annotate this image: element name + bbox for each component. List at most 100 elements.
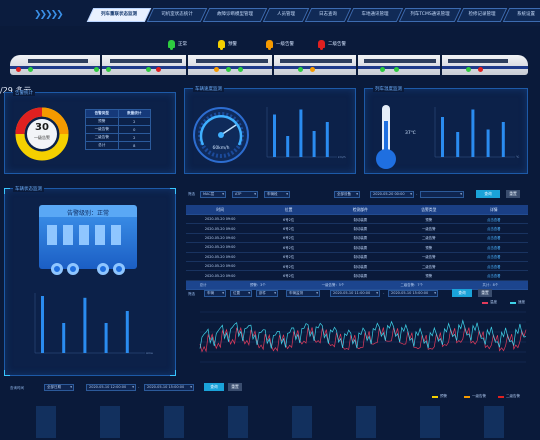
table-cell: 6号2位 (283, 264, 295, 269)
car-status-dot[interactable] (466, 67, 471, 72)
speed-value: 60km/h (212, 146, 230, 151)
table-row: 2020-05-20 09:00 6号2位 制动装置 二级告警 点击查看 (186, 234, 528, 244)
line-series-0 (199, 326, 527, 353)
bar (501, 122, 505, 157)
table-cell: 制动装置 (353, 245, 368, 250)
detail-link[interactable]: 点击查看 (486, 274, 501, 279)
line-series-1 (199, 319, 527, 349)
alarm-level-text: 告警级别：正常 (66, 210, 109, 217)
detail-link[interactable]: 点击查看 (486, 264, 501, 269)
filter3-reset-button[interactable]: 重置 (228, 383, 242, 391)
car-status-dot[interactable] (94, 67, 99, 72)
tab-personnel[interactable]: 人员管理 (262, 8, 310, 22)
table-cell: 预警 (425, 217, 433, 222)
line-legend-temp: 温度 (482, 300, 497, 305)
filter2-date-from[interactable]: 2020-05-10 11:00:00 (330, 290, 380, 297)
detail-link[interactable]: 点击查看 (486, 217, 501, 222)
filter1-select-3[interactable]: 车辆段 (264, 191, 290, 198)
car-status-dot[interactable] (28, 67, 33, 72)
filter3-date-from[interactable]: 2020-05-10 12:00:00 (86, 384, 136, 391)
filter2-select-2[interactable]: 位置 (230, 290, 252, 297)
gauge-icon (193, 107, 249, 163)
table-cell: 6号2位 (283, 236, 295, 241)
filter1-select-1[interactable]: MAC层 (200, 191, 226, 198)
table-row: 2020-05-20 09:00 6号2位 制动装置 一级告警 点击查看 (186, 253, 528, 262)
tab-maintenance[interactable]: 检修记录管理 (456, 8, 508, 22)
table-header: 时间 位置 检测部件 告警类型 详情 (186, 205, 528, 215)
status-panel: 车辆状态监测 告警级别：正常 Ame (4, 186, 176, 376)
tab-ground-comm[interactable]: 车地通讯管理 (346, 8, 404, 22)
car-status-dot[interactable] (298, 67, 303, 72)
bell-icon (168, 40, 175, 50)
donut-level1-segment (41, 107, 69, 135)
tab-settings[interactable]: 系统设置 (502, 8, 540, 22)
detail-link[interactable]: 点击查看 (486, 255, 501, 260)
bell-icon (218, 40, 225, 50)
filter2-reset-button[interactable]: 重置 (478, 289, 492, 297)
car-status-dot[interactable] (156, 67, 161, 72)
donut-center (27, 119, 57, 149)
filter1-select-2[interactable]: ATP (232, 191, 258, 198)
bar (273, 114, 276, 157)
detail-link[interactable]: 点击查看 (486, 236, 501, 241)
table-cell: 6号2位 (283, 227, 295, 232)
filter2-select-1[interactable]: 车辆 (204, 290, 226, 297)
car-status-dot[interactable] (214, 67, 219, 72)
filter1-select-4[interactable]: 全部设备 (334, 191, 360, 198)
table-cell: 2020-05-20 09:00 (204, 217, 236, 222)
filter2-query-button[interactable]: 查询 (452, 289, 472, 297)
table-cell: 6号2位 (283, 245, 295, 250)
detail-link[interactable]: 点击查看 (486, 227, 501, 232)
table-cell: 制动装置 (353, 217, 368, 222)
table-cell: 2020-05-20 09:00 (204, 245, 236, 250)
car-status-dot[interactable] (478, 67, 483, 72)
bar (299, 109, 303, 157)
bar-unit-label: km/h (338, 155, 346, 159)
table-row: 预警 2 (85, 117, 151, 126)
filter1-query-button[interactable]: 查询 (476, 190, 500, 198)
bell-icon (266, 40, 273, 50)
filter3-query-button[interactable]: 查询 (204, 383, 224, 391)
bar (41, 296, 44, 353)
tab-tcms-comm[interactable]: 列车TCMS通讯管理 (398, 8, 462, 22)
car-status-dot[interactable] (380, 67, 385, 72)
filter2-select-4[interactable]: 车辆监测 (286, 290, 320, 297)
filter3-select[interactable]: 全部日期 (44, 384, 74, 391)
filter2-select-3[interactable]: 部件 (256, 290, 278, 297)
table-cell: 6号2位 (283, 217, 295, 222)
table-cell: 预警 (425, 274, 433, 279)
table-cell: 制动装置 (353, 274, 368, 279)
car-status-dot[interactable] (226, 67, 231, 72)
table-cell: 预警 (425, 245, 433, 250)
car-status-dot[interactable] (106, 67, 111, 72)
car-status-dot[interactable] (146, 67, 151, 72)
car-status-dot[interactable] (310, 67, 315, 72)
filter1-date-from[interactable]: 2020-05-20 00:00 (370, 191, 414, 198)
filter1-date-to[interactable] (420, 191, 464, 198)
bar (441, 117, 444, 157)
tab-logs[interactable]: 日志查询 (304, 8, 352, 22)
car-status-dot[interactable] (16, 67, 21, 72)
bar (62, 323, 66, 353)
bar (292, 406, 312, 438)
bar (100, 406, 120, 438)
car-status-dot[interactable] (394, 67, 399, 72)
tab-fault-model[interactable]: 故障诊断模型管理 (202, 8, 268, 22)
tab-cab-stats[interactable]: 司机室状态统计 (146, 8, 208, 22)
bar (420, 406, 440, 438)
bar-unit-label: Ame (146, 351, 153, 355)
legend-warning: 预警 (218, 40, 237, 50)
table-cell: 2020-05-20 09:00 (204, 273, 236, 278)
trend-line-chart (199, 311, 527, 363)
filter1-reset-button[interactable]: 重置 (506, 190, 520, 198)
filter3-date-to[interactable]: 2020-05-10 15:00:00 (144, 384, 194, 391)
filter2-date-to[interactable]: 2020-05-10 15:00:00 (388, 290, 438, 297)
table-summary-row: 总计 预警：3个 一级告警：5个 二级告警：7个 共计：8个 (186, 280, 528, 291)
table-cell: 二级告警 (422, 236, 436, 241)
speed-panel: 车辆速度监测 60km/h km/h (184, 86, 356, 174)
car-status-dot[interactable] (238, 67, 243, 72)
tab-train-monitor[interactable]: 列车重联状态监测 (86, 8, 152, 22)
thermometer-icon (376, 105, 396, 169)
temperature-value: 37℃ (405, 131, 416, 136)
detail-link[interactable]: 点击查看 (486, 245, 501, 250)
